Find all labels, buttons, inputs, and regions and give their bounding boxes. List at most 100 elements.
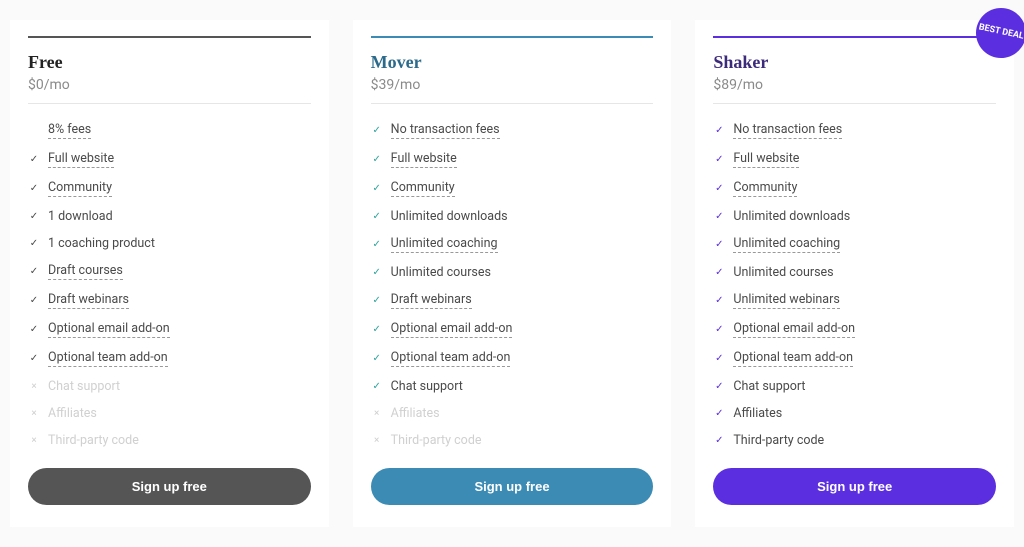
feature-label[interactable]: Draft webinars <box>48 292 129 309</box>
feature-item: ✓Unlimited courses <box>371 259 654 286</box>
check-icon: ✓ <box>371 183 383 194</box>
feature-label[interactable]: Optional team add-on <box>48 350 168 367</box>
check-icon: ✓ <box>371 381 383 392</box>
check-icon: ✓ <box>371 211 383 222</box>
feature-label[interactable]: Optional team add-on <box>391 350 511 367</box>
feature-label: Unlimited downloads <box>391 209 508 224</box>
feature-item: ✓ Third-party code <box>713 427 996 454</box>
plan-name: Free <box>28 52 311 73</box>
plan-shaker: BEST DEALShaker$89/mo✓No transaction fee… <box>695 20 1014 527</box>
check-icon: ✓ <box>28 353 40 364</box>
feature-item: × Third-party code <box>371 427 654 454</box>
feature-item: ✓ 1 coaching product <box>28 230 311 257</box>
feature-label: Third-party code <box>391 433 482 448</box>
feature-label: Chat support <box>48 379 120 394</box>
feature-label: Unlimited courses <box>733 265 833 280</box>
x-icon: × <box>28 381 40 392</box>
feature-label[interactable]: Draft webinars <box>391 292 472 309</box>
x-icon: × <box>28 435 40 446</box>
signup-button[interactable]: Sign up free <box>713 468 996 505</box>
feature-label: Affiliates <box>733 406 782 421</box>
plan-price: $0/mo <box>28 77 311 93</box>
check-icon: ✓ <box>371 295 383 306</box>
pricing-plans: Free $0/mo 8% fees ✓ Full website ✓ Community… <box>10 20 1014 527</box>
feature-item: ✓ Optional team add-on <box>28 344 311 373</box>
check-icon: ✓ <box>28 183 40 194</box>
feature-item: ✓ Unlimited coaching <box>713 230 996 259</box>
x-icon: × <box>371 435 383 446</box>
check-icon: ✓ <box>371 239 383 250</box>
feature-item: ✓ 1 download <box>28 203 311 230</box>
check-icon: ✓ <box>713 353 725 364</box>
check-icon: ✓ <box>28 154 40 165</box>
feature-item: ✓ Draft webinars <box>371 286 654 315</box>
plan-name: Mover <box>371 52 654 73</box>
feature-item: ✓ Optional email add-on <box>713 315 996 344</box>
feature-label[interactable]: Unlimited coaching <box>733 236 840 253</box>
check-icon: ✓ <box>371 125 383 136</box>
check-icon: ✓ <box>713 324 725 335</box>
feature-label[interactable]: Community <box>391 180 455 197</box>
feature-label: Third-party code <box>733 433 824 448</box>
feature-label[interactable]: Optional email add-on <box>391 321 513 338</box>
feature-item: 8% fees <box>28 116 311 145</box>
feature-label: 1 coaching product <box>48 236 155 251</box>
feature-item: ✓Optional email add-on <box>371 315 654 344</box>
feature-list: ✓ No transaction fees ✓ Full website ✓ Commun… <box>371 116 654 454</box>
feature-label: Affiliates <box>391 406 440 421</box>
plan-name: Shaker <box>713 52 996 73</box>
check-icon: ✓ <box>713 435 725 446</box>
feature-item: ×Affiliates <box>28 400 311 427</box>
check-icon: ✓ <box>28 295 40 306</box>
divider <box>28 103 311 104</box>
feature-label[interactable]: Full website <box>733 151 799 168</box>
feature-item: ✓ Full website <box>28 145 311 174</box>
check-icon: ✓ <box>371 267 383 278</box>
feature-item: ✓ Optional team add-on <box>713 344 996 373</box>
signup-button[interactable]: Sign up free <box>28 468 311 505</box>
feature-label: 1 download <box>48 209 113 224</box>
check-icon: ✓ <box>28 211 40 222</box>
feature-label[interactable]: Draft courses <box>48 263 123 280</box>
feature-item: × Third-party code <box>28 427 311 454</box>
check-icon: ✓ <box>371 353 383 364</box>
feature-item: ✓Chat support <box>713 373 996 400</box>
feature-item: ✓Optional email add-on <box>28 315 311 344</box>
plan-accent-bar <box>371 36 654 38</box>
feature-item: × Chat support <box>28 373 311 400</box>
feature-item: ✓ Draft courses <box>28 257 311 286</box>
check-icon: ✓ <box>28 266 40 277</box>
feature-item: ✓Full website <box>713 145 996 174</box>
feature-label: Third-party code <box>48 433 139 448</box>
feature-label[interactable]: No transaction fees <box>391 122 500 139</box>
x-icon: × <box>371 408 383 419</box>
feature-label[interactable]: Full website <box>391 151 457 168</box>
check-icon: ✓ <box>371 154 383 165</box>
feature-label[interactable]: Full website <box>48 151 114 168</box>
feature-label[interactable]: Unlimited coaching <box>391 236 498 253</box>
feature-list: ✓No transaction fees✓Full website✓Commun… <box>713 116 996 454</box>
check-icon: ✓ <box>713 125 725 136</box>
feature-item: ✓ Unlimited coaching <box>371 230 654 259</box>
feature-label[interactable]: Unlimited webinars <box>733 292 839 309</box>
feature-label[interactable]: Optional email add-on <box>48 321 170 338</box>
check-icon: ✓ <box>713 295 725 306</box>
check-icon: ✓ <box>713 239 725 250</box>
plan-mover: Mover$39/mo✓No transaction fees✓Full web… <box>353 20 672 527</box>
feature-label[interactable]: 8% fees <box>48 122 91 139</box>
feature-label[interactable]: Community <box>48 180 112 197</box>
feature-label[interactable]: Optional email add-on <box>733 321 855 338</box>
feature-label[interactable]: Optional team add-on <box>733 350 853 367</box>
feature-item: ✓Community <box>713 174 996 203</box>
signup-button[interactable]: Sign up free <box>371 468 654 505</box>
check-icon <box>28 125 40 136</box>
feature-label[interactable]: Community <box>733 180 797 197</box>
check-icon: ✓ <box>713 381 725 392</box>
feature-item: ✓ Community <box>371 174 654 203</box>
x-icon: × <box>28 408 40 419</box>
feature-list: 8% fees ✓ Full website ✓ Community ✓ 1 downloa… <box>28 116 311 454</box>
check-icon: ✓ <box>28 238 40 249</box>
feature-item: ✓ No transaction fees <box>713 116 996 145</box>
feature-item: ✓Affiliates <box>713 400 996 427</box>
feature-label[interactable]: No transaction fees <box>733 122 842 139</box>
